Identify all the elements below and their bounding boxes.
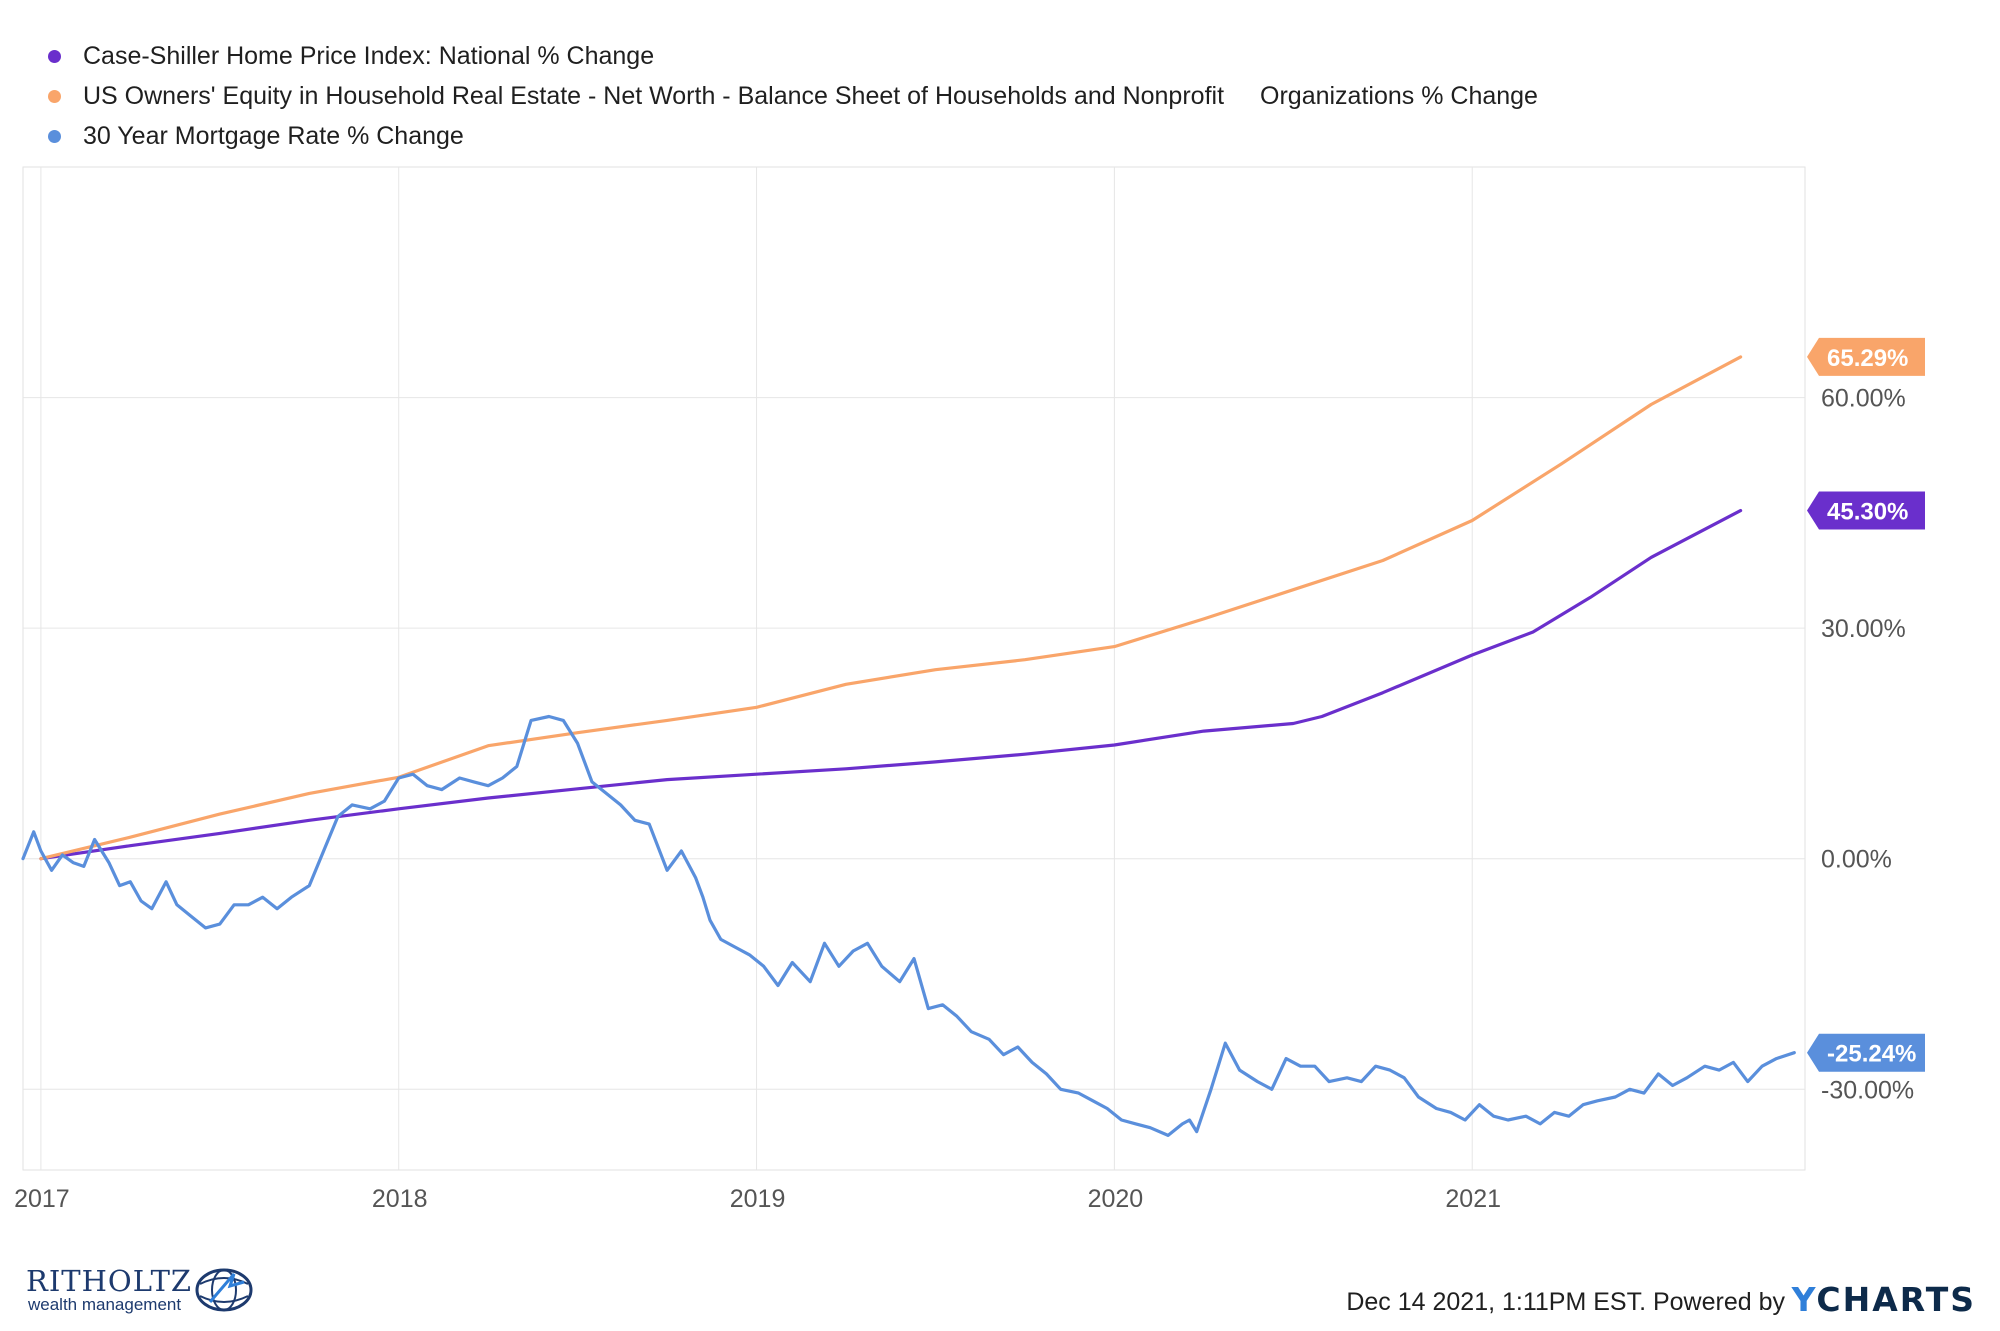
chart-labels: -30.00% 0.00% 30.00% 60.00% 2017 2018 2019 2020… <box>14 337 1925 1213</box>
legend-item-case-shiller[interactable]: Case-Shiller Home Price Index: National … <box>48 36 1538 76</box>
globe-icon <box>195 1268 253 1312</box>
end-value-flag-1 <box>1807 337 1925 376</box>
end-value-flag-2 <box>1807 1033 1925 1072</box>
chart-series <box>21 355 1796 1138</box>
ycharts-brand: YCHARTS <box>1792 1280 1976 1319</box>
ritholtz-logo: RITHOLTZ wealth management <box>26 1262 256 1318</box>
logo-subtitle: wealth management <box>28 1295 182 1314</box>
y-tick-label: 30.00% <box>1821 615 1906 643</box>
end-value-label-1: 65.29% <box>1827 345 1908 372</box>
legend-label-owners-equity-part2: Organizations % Change <box>1260 81 1538 110</box>
legend-label-owners-equity-part1: US Owners' Equity in Household Real Esta… <box>83 81 1225 110</box>
chart-grid <box>22 166 1806 1171</box>
legend-item-owners-equity[interactable]: US Owners' Equity in Household Real Esta… <box>48 76 1538 116</box>
legend-marker-case-shiller <box>48 49 61 63</box>
y-tick-label: 60.00% <box>1821 385 1906 413</box>
end-value-flag-0 <box>1807 491 1925 530</box>
plot-frame <box>22 166 1806 1171</box>
x-tick-label: 2021 <box>1445 1185 1501 1213</box>
logo-name: RITHOLTZ <box>26 1264 193 1298</box>
end-value-label-2: -25.24% <box>1827 1041 1916 1068</box>
legend-marker-owners-equity <box>48 89 61 103</box>
series-line-2 <box>21 714 1796 1138</box>
legend-item-mortgage-rate[interactable]: 30 Year Mortgage Rate % Change <box>48 116 1538 156</box>
x-tick-label: 2018 <box>372 1185 428 1213</box>
y-tick-label: -30.00% <box>1821 1076 1914 1104</box>
x-tick-label: 2017 <box>14 1185 70 1213</box>
legend-label-mortgage-rate: 30 Year Mortgage Rate % Change <box>83 121 464 150</box>
legend-label-case-shiller: Case-Shiller Home Price Index: National … <box>83 41 655 70</box>
series-line-0 <box>39 509 1743 861</box>
x-tick-label: 2019 <box>730 1185 786 1213</box>
ycharts-brand-y: Y <box>1791 1280 1817 1319</box>
footer-timestamp: Dec 14 2021, 1:11PM EST. Powered by <box>1346 1288 1785 1316</box>
ycharts-brand-rest: CHARTS <box>1816 1280 1976 1319</box>
legend-marker-mortgage-rate <box>48 129 61 143</box>
chart-legend: Case-Shiller Home Price Index: National … <box>48 36 1538 156</box>
series-line-1 <box>39 355 1743 861</box>
x-tick-label: 2020 <box>1088 1185 1144 1213</box>
end-value-label-0: 45.30% <box>1827 499 1908 526</box>
y-tick-label: 0.00% <box>1821 846 1892 874</box>
